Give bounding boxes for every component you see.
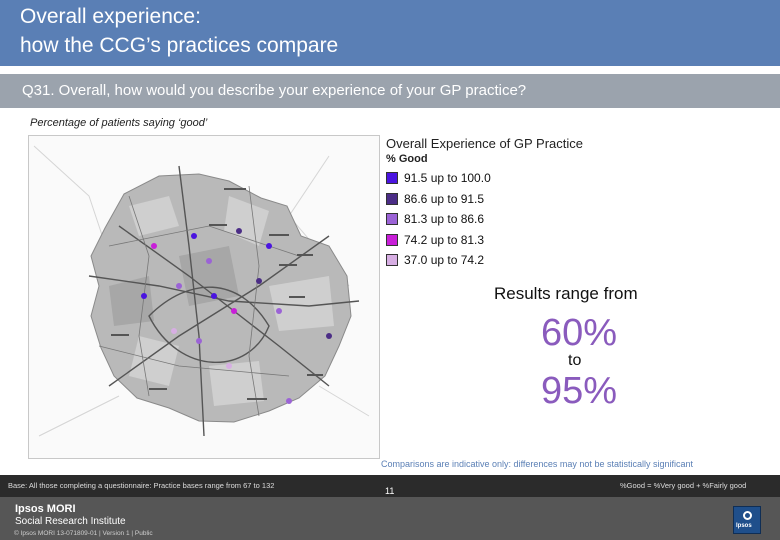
results-high-value: 95% xyxy=(541,370,618,412)
legend-title: Overall Experience of GP Practice xyxy=(386,136,584,151)
legend-label: 81.3 up to 86.6 xyxy=(404,212,485,227)
base-note: Base: All those completing a questionnai… xyxy=(8,481,275,490)
title-bar: Overall experience: how the CCG’s practi… xyxy=(0,0,780,66)
logo-text: Ipsos xyxy=(736,523,752,529)
practice-markers xyxy=(141,228,332,404)
slide-title-line-1: Overall experience: xyxy=(20,5,201,28)
question-text: Q31. Overall, how would you describe you… xyxy=(22,82,527,99)
good-definition: %Good = %Very good + %Fairly good xyxy=(620,481,747,490)
ipsos-mori-logo: Ipsos MORI Social Research Institute xyxy=(15,503,126,527)
legend-item: 81.3 up to 86.6 xyxy=(386,209,626,230)
slide-title-line-2: how the CCG’s practices compare xyxy=(20,34,339,57)
logo-ring-icon xyxy=(743,511,752,520)
legend-item: 37.0 up to 74.2 xyxy=(386,250,626,271)
legend-swatch xyxy=(386,172,398,185)
question-bar: Q31. Overall, how would you describe you… xyxy=(0,74,780,108)
comparison-caveat: Comparisons are indicative only: differe… xyxy=(381,459,693,469)
map-graphic xyxy=(29,136,379,458)
map-legend: Overall Experience of GP Practice % Good… xyxy=(386,136,626,271)
brand-division: Social Research Institute xyxy=(15,516,126,527)
legend-label: 37.0 up to 74.2 xyxy=(404,253,485,268)
base-bar: Base: All those completing a questionnai… xyxy=(0,475,780,497)
ipsos-logo-icon: Ipsos xyxy=(733,506,761,534)
legend-swatch xyxy=(386,213,398,226)
legend-label: 91.5 up to 100.0 xyxy=(404,171,491,186)
results-to-label: to xyxy=(568,352,582,369)
legend-swatch xyxy=(386,233,398,246)
legend-item: 74.2 up to 81.3 xyxy=(386,230,626,251)
legend-item: 86.6 up to 91.5 xyxy=(386,189,626,210)
legend-subtitle: % Good xyxy=(386,153,428,165)
subtitle: Percentage of patients saying ‘good’ xyxy=(30,117,208,129)
legend-label: 86.6 up to 91.5 xyxy=(404,191,485,206)
legend-label: 74.2 up to 81.3 xyxy=(404,232,485,247)
results-range-label: Results range from xyxy=(494,284,638,303)
ccg-practice-map xyxy=(28,135,380,459)
results-low-value: 60% xyxy=(541,312,618,354)
page-number: 11 xyxy=(385,486,395,496)
legend-swatch xyxy=(386,254,398,267)
legend-swatch xyxy=(386,192,398,205)
copyright-line: © Ipsos MORI 13-071809-01 | Version 1 | … xyxy=(14,530,153,537)
footer: Base: All those completing a questionnai… xyxy=(0,475,780,540)
legend-item: 91.5 up to 100.0 xyxy=(386,168,626,189)
brand-name: Ipsos MORI xyxy=(15,503,76,515)
